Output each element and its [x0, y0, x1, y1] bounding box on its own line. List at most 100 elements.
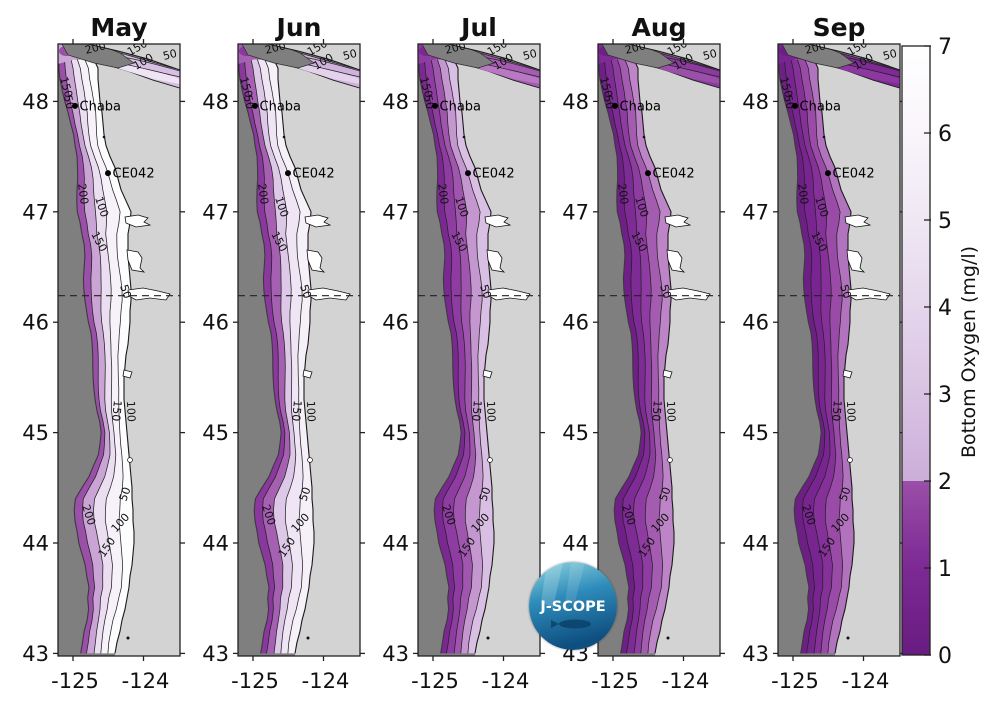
panel-title: Jun — [275, 13, 322, 42]
oxygen-band — [84, 59, 135, 654]
colorbar-tick-label: 2 — [938, 470, 952, 495]
station-label: CE042 — [653, 167, 695, 182]
bathymetry-contour — [430, 59, 471, 654]
jscope-logo-art: J-SCOPE — [529, 562, 617, 650]
contour-label: 200 — [439, 503, 458, 527]
contour-label: 150 — [829, 400, 844, 422]
bathymetry-contour — [250, 59, 291, 654]
estuary — [486, 249, 506, 273]
contour-label: 150 — [109, 400, 124, 422]
oxygen-band — [424, 59, 470, 654]
colorbar-tick-label: 0 — [938, 644, 952, 669]
bathymetry-contour — [264, 59, 304, 654]
bathymetry-contour — [804, 59, 844, 654]
station-label: Chaba — [440, 99, 482, 114]
oxygen-band — [238, 59, 285, 654]
contour-label: 100 — [92, 195, 111, 219]
oxygen-band — [244, 59, 290, 654]
contour-label: 50 — [342, 47, 359, 63]
bathymetry-contour — [424, 59, 466, 654]
estuary — [667, 287, 711, 301]
bathymetry-contour — [70, 59, 111, 654]
lat-tick-label: 47 — [202, 200, 229, 224]
jscope-logo-text: J-SCOPE — [539, 599, 605, 615]
bathymetry-contour — [784, 59, 826, 654]
land — [454, 59, 540, 656]
colorbar-title: Bottom Oxygen (mg/l) — [958, 245, 980, 459]
coastline — [633, 59, 675, 654]
panel-border — [597, 43, 721, 657]
oxygen-band — [444, 59, 495, 654]
lon-tick-label: -124 — [482, 669, 530, 693]
lat-tick-label: 44 — [202, 532, 229, 556]
oxygen-band — [604, 59, 650, 654]
oxygen-band — [437, 59, 484, 654]
contour-label: 50 — [522, 47, 539, 63]
estuary — [847, 287, 891, 301]
lat-tick-label: 43 — [22, 642, 49, 666]
lat-tick-label: 45 — [382, 421, 409, 445]
contour-label: 200 — [795, 183, 811, 206]
lat-tick-label: 45 — [22, 421, 49, 445]
contour-label: 100 — [664, 401, 678, 422]
lat-tick-label: 44 — [742, 532, 769, 556]
bathymetry-contour — [257, 59, 297, 654]
jscope-logo: J-SCOPE — [529, 562, 617, 650]
lat-tick-label: 43 — [382, 642, 409, 666]
lat-tick-label: 44 — [22, 532, 49, 556]
contour-label: 50 — [117, 485, 134, 503]
land — [814, 59, 900, 656]
lat-tick-label: 46 — [742, 311, 769, 335]
colorbar-tick-label: 3 — [938, 383, 952, 408]
oxygen-band — [58, 59, 105, 654]
lat-tick-label: 46 — [382, 311, 409, 335]
bathymetry-contour — [797, 59, 837, 654]
lon-tick-label: -124 — [302, 669, 350, 693]
oxygen-band — [257, 59, 304, 654]
lat-tick-label: 48 — [742, 90, 769, 114]
oxygen-band — [791, 59, 836, 654]
station-marker-ce042: CE042 — [105, 167, 155, 182]
estuary — [306, 249, 326, 273]
coastline — [273, 59, 315, 654]
land — [634, 59, 720, 656]
station-marker-chaba: Chaba — [792, 99, 841, 114]
oxygen-band — [611, 59, 656, 654]
colorbar-tick-label: 6 — [938, 122, 952, 147]
bathymetry-contour — [617, 59, 657, 654]
vancouver-island — [87, 44, 180, 71]
contour-label: 50 — [657, 283, 674, 300]
station-label: CE042 — [113, 167, 155, 182]
contour-label: 50 — [702, 47, 719, 63]
oxygen-band — [431, 59, 476, 654]
estuary — [842, 369, 853, 379]
estuary — [487, 287, 531, 301]
estuary — [304, 214, 332, 228]
lat-tick-label: 48 — [22, 90, 49, 114]
lon-tick-label: -125 — [231, 669, 279, 693]
contour-label: 150 — [777, 75, 795, 99]
lat-tick-label: 45 — [562, 421, 589, 445]
contour-label: 50 — [162, 47, 179, 63]
lat-tick-label: 45 — [202, 421, 229, 445]
contour-label: 50 — [117, 283, 134, 300]
contour-label: 50 — [657, 485, 674, 503]
contour-label: 50 — [297, 283, 314, 300]
oxygen-band — [784, 59, 830, 654]
station-marker-ce042: CE042 — [465, 167, 515, 182]
contour-label: 100 — [124, 401, 138, 422]
panel-title: Aug — [631, 13, 686, 42]
oxygen-band — [617, 59, 664, 654]
oxygen-band — [598, 59, 645, 654]
oxygen-band — [77, 59, 124, 654]
lon-tick-label: -124 — [662, 669, 710, 693]
panel-title: Sep — [813, 13, 866, 42]
oxygen-band — [797, 59, 844, 654]
lon-tick-label: -125 — [411, 669, 459, 693]
